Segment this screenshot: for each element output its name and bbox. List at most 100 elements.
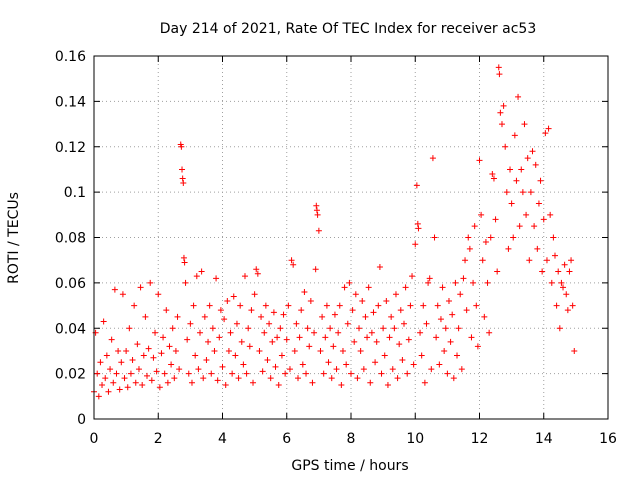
data-point [286, 366, 293, 373]
data-point [214, 377, 221, 384]
data-point [110, 379, 117, 386]
data-point [259, 368, 266, 375]
data-point [193, 273, 200, 280]
data-point [410, 361, 417, 368]
data-point [568, 257, 575, 264]
data-point [495, 64, 502, 71]
data-point [429, 155, 436, 162]
x-tick-label: 4 [218, 431, 227, 447]
data-point [134, 341, 141, 348]
data-point [471, 223, 478, 230]
data-point [160, 334, 167, 341]
data-point [524, 155, 531, 162]
x-tick-label: 6 [282, 431, 291, 447]
data-point [206, 302, 213, 309]
data-point [126, 325, 133, 332]
data-point [150, 354, 157, 361]
data-point [275, 381, 282, 388]
data-point [152, 329, 159, 336]
data-point [508, 200, 515, 207]
data-point [216, 334, 223, 341]
data-point [280, 311, 287, 318]
data-point [561, 261, 568, 268]
data-point [283, 336, 290, 343]
data-point [116, 386, 123, 393]
data-point [303, 370, 310, 377]
data-point [97, 359, 104, 366]
data-point [328, 375, 335, 382]
data-point [182, 279, 189, 286]
data-point [201, 313, 208, 320]
data-point [560, 284, 567, 291]
data-point [294, 375, 301, 382]
data-point [428, 366, 435, 373]
y-tick-label: 0.02 [55, 367, 86, 383]
data-point [386, 334, 393, 341]
data-point [450, 375, 457, 382]
data-point [314, 211, 321, 218]
data-point [291, 347, 298, 354]
data-point [105, 388, 112, 395]
data-point [351, 338, 358, 345]
data-point [229, 370, 236, 377]
data-point [465, 234, 472, 241]
data-point [433, 334, 440, 341]
data-point [178, 143, 185, 150]
data-point [155, 291, 162, 298]
data-point [444, 370, 451, 377]
x-tick-label: 12 [471, 431, 489, 447]
data-point [414, 220, 421, 227]
data-point [258, 313, 265, 320]
data-point [437, 316, 444, 323]
data-point [364, 334, 371, 341]
data-point [490, 175, 497, 182]
data-point [415, 225, 422, 232]
data-point [362, 313, 369, 320]
data-point [190, 302, 197, 309]
data-point [312, 266, 319, 273]
data-point [368, 329, 375, 336]
data-point [537, 177, 544, 184]
data-point [100, 318, 107, 325]
data-point [333, 366, 340, 373]
data-point [447, 338, 454, 345]
data-point [299, 361, 306, 368]
data-point [148, 377, 155, 384]
data-point [256, 347, 263, 354]
data-point [250, 379, 257, 386]
data-point [306, 343, 313, 350]
data-point [547, 211, 554, 218]
data-point [185, 370, 192, 377]
data-point [548, 279, 555, 286]
data-point [497, 109, 504, 116]
data-point [103, 352, 110, 359]
data-point [500, 102, 507, 109]
data-point [569, 302, 576, 309]
data-point [348, 370, 354, 377]
data-point [325, 359, 332, 366]
data-point [449, 311, 456, 318]
data-point [217, 307, 224, 314]
data-point [431, 234, 438, 241]
data-point [237, 302, 244, 309]
data-point [320, 370, 327, 377]
data-point [94, 370, 101, 377]
data-point [482, 239, 489, 246]
data-point [550, 234, 557, 241]
data-point [421, 379, 428, 386]
y-axis-label: ROTI / TECUs [6, 192, 22, 284]
data-point [474, 343, 481, 350]
data-point [322, 334, 329, 341]
data-point [460, 275, 467, 282]
data-point [127, 370, 134, 377]
data-point [375, 302, 382, 309]
data-point [452, 279, 459, 286]
data-point [473, 302, 480, 309]
data-point [301, 288, 308, 295]
data-point [457, 291, 464, 298]
data-point [323, 302, 330, 309]
y-tick-label: 0.14 [55, 94, 86, 110]
data-point [341, 284, 348, 291]
data-point [423, 320, 430, 327]
x-tick-label: 14 [535, 431, 553, 447]
